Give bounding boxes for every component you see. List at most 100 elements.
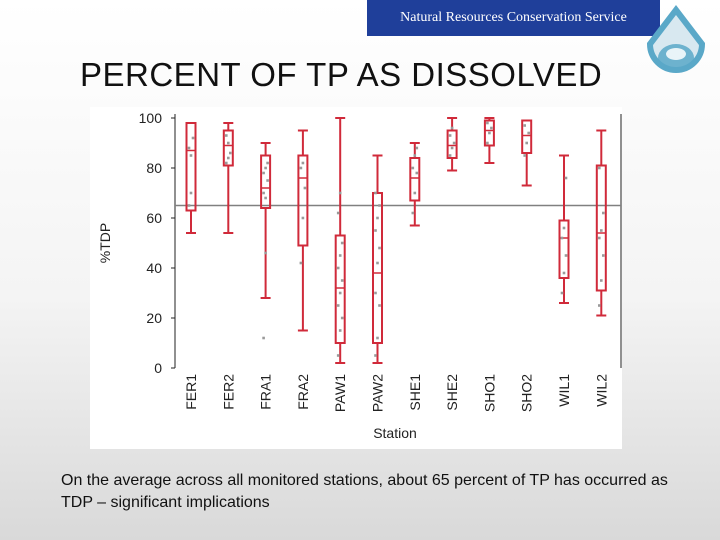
data-point (598, 304, 601, 307)
y-tick-label: 100 (139, 110, 163, 126)
data-point (523, 154, 526, 157)
data-point (452, 141, 456, 145)
data-point (374, 229, 377, 232)
x-tick-label: FER2 (220, 374, 236, 410)
data-point (378, 246, 381, 250)
x-tick-label: SHO1 (481, 374, 497, 412)
x-tick-label: WIL2 (593, 374, 609, 407)
data-point (374, 291, 377, 295)
data-point (340, 279, 344, 282)
x-tick-label: PAW1 (332, 374, 348, 412)
data-point (336, 354, 340, 357)
box-iqr (222, 129, 234, 167)
y-tick-label: 60 (146, 210, 162, 226)
data-point (229, 151, 232, 155)
x-tick-label: SHE2 (444, 374, 460, 411)
x-tick-label: WIL1 (556, 374, 572, 407)
box-iqr (372, 192, 383, 344)
water-drop-logo-icon (646, 5, 706, 73)
box-iqr (483, 119, 495, 147)
chart-panel: 0 20 40 60 80 100 %TDP FER1 FER2 FRA1 FRA2 PAW1 PAW2… (90, 107, 622, 449)
data-point (262, 191, 265, 195)
data-point (378, 204, 381, 207)
data-point (189, 154, 193, 157)
data-point (264, 196, 267, 200)
box-plot-chart: 0 20 40 60 80 100 %TDP FER1 FER2 FRA1 FRA2 PAW1 PAW2… (97, 110, 622, 441)
y-tick-label: 80 (146, 160, 162, 176)
data-point (374, 354, 377, 357)
data-point (411, 211, 415, 215)
x-tick-label: FRA1 (258, 374, 274, 410)
data-point (600, 229, 603, 232)
data-point (378, 304, 381, 307)
data-point (448, 134, 452, 137)
data-point (338, 291, 342, 295)
data-point (187, 146, 191, 150)
data-point (299, 261, 303, 265)
slide-caption: On the average across all monitored stat… (61, 472, 668, 511)
data-point (336, 304, 340, 307)
data-point (600, 279, 603, 282)
data-point (266, 161, 269, 165)
data-point (340, 316, 344, 320)
header-banner: Natural Resources Conservation Service (367, 0, 660, 36)
data-point (187, 204, 191, 207)
box-iqr (409, 157, 421, 202)
data-point (376, 216, 379, 220)
x-tick-label: SHO2 (519, 374, 535, 412)
data-point (262, 336, 265, 340)
data-point (450, 146, 454, 150)
data-point (448, 154, 452, 157)
data-point (338, 329, 342, 332)
box-iqr (185, 122, 197, 212)
box-iqr (260, 154, 272, 209)
data-point (227, 156, 230, 160)
data-point (527, 131, 530, 135)
data-point (486, 141, 489, 145)
data-point (299, 166, 303, 170)
data-point (262, 171, 265, 175)
data-point (411, 166, 415, 170)
y-tick-label: 40 (146, 260, 162, 276)
data-point (415, 146, 419, 150)
box-iqr (595, 164, 607, 292)
data-point (376, 261, 379, 265)
x-tick-label: FRA2 (295, 374, 311, 410)
data-point (488, 131, 491, 135)
data-point (525, 141, 528, 145)
organization-name: Natural Resources Conservation Service (400, 10, 627, 25)
data-point (564, 254, 568, 257)
x-tick-label: PAW2 (370, 374, 386, 412)
data-point (602, 211, 605, 215)
data-point (189, 191, 193, 195)
data-point (413, 154, 417, 157)
data-point (336, 266, 340, 270)
data-point (562, 226, 566, 230)
data-point (266, 179, 269, 182)
data-point (598, 236, 601, 240)
x-tick-label: FER1 (183, 374, 199, 410)
data-point (338, 254, 342, 257)
x-tick-label: SHE1 (407, 374, 423, 411)
data-point (560, 236, 564, 240)
data-point (227, 141, 230, 145)
data-point (225, 161, 228, 165)
data-point (486, 121, 489, 125)
slide-title: PERCENT OF TP AS DISSOLVED (80, 56, 603, 93)
data-point (225, 134, 228, 137)
data-point (523, 124, 526, 127)
box-iqr (446, 129, 458, 159)
data-point (562, 271, 566, 275)
data-point (376, 336, 379, 340)
data-point (336, 211, 340, 215)
y-axis-title: %TDP (97, 223, 113, 263)
data-point (602, 254, 605, 257)
data-point (564, 176, 568, 180)
data-point (598, 166, 601, 170)
box-iqr (558, 219, 570, 279)
y-tick-label: 20 (146, 310, 162, 326)
data-point (415, 171, 419, 175)
data-point (191, 136, 195, 140)
box-iqr (334, 234, 346, 344)
y-tick-label: 0 (154, 360, 162, 376)
